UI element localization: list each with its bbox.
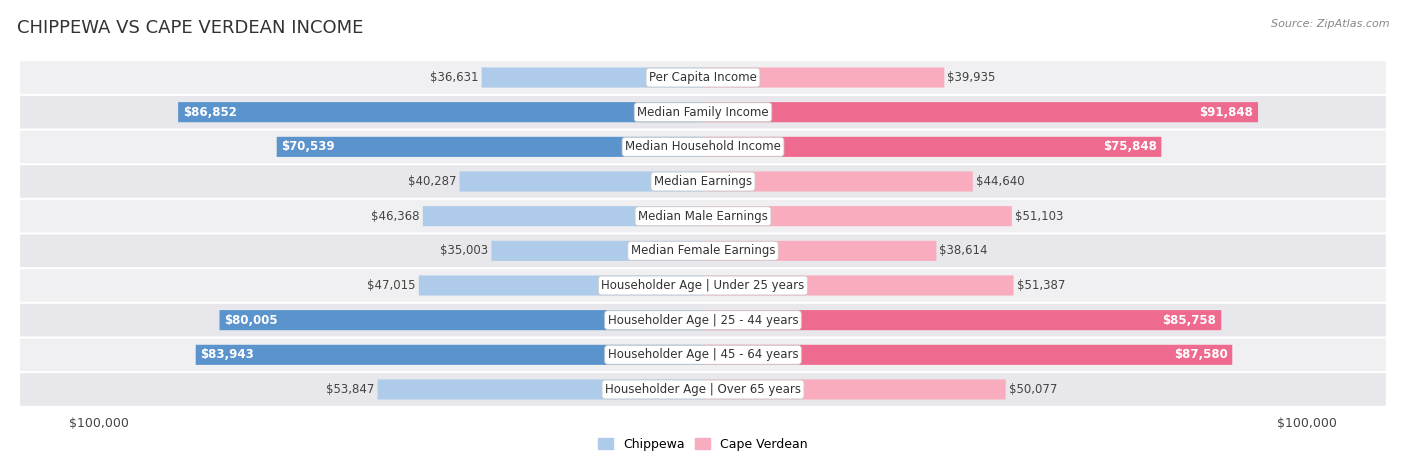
Text: Median Household Income: Median Household Income — [626, 141, 780, 153]
Text: $70,539: $70,539 — [281, 141, 335, 153]
FancyBboxPatch shape — [703, 379, 1005, 400]
Text: $85,758: $85,758 — [1163, 314, 1216, 326]
Text: $39,935: $39,935 — [948, 71, 995, 84]
FancyBboxPatch shape — [378, 379, 703, 400]
FancyBboxPatch shape — [703, 102, 1258, 122]
Text: Householder Age | 25 - 44 years: Householder Age | 25 - 44 years — [607, 314, 799, 326]
Text: $83,943: $83,943 — [201, 348, 254, 361]
FancyBboxPatch shape — [20, 234, 1386, 267]
Text: CHIPPEWA VS CAPE VERDEAN INCOME: CHIPPEWA VS CAPE VERDEAN INCOME — [17, 19, 363, 37]
FancyBboxPatch shape — [703, 310, 1222, 330]
Text: $44,640: $44,640 — [976, 175, 1025, 188]
FancyBboxPatch shape — [703, 206, 1012, 226]
Text: $87,580: $87,580 — [1174, 348, 1227, 361]
Text: Median Earnings: Median Earnings — [654, 175, 752, 188]
FancyBboxPatch shape — [703, 241, 936, 261]
Text: $35,003: $35,003 — [440, 244, 488, 257]
Text: $80,005: $80,005 — [225, 314, 278, 326]
FancyBboxPatch shape — [703, 276, 1014, 296]
Text: Median Female Earnings: Median Female Earnings — [631, 244, 775, 257]
Text: $47,015: $47,015 — [367, 279, 416, 292]
Text: $38,614: $38,614 — [939, 244, 988, 257]
FancyBboxPatch shape — [20, 200, 1386, 233]
FancyBboxPatch shape — [419, 276, 703, 296]
FancyBboxPatch shape — [20, 165, 1386, 198]
Text: $86,852: $86,852 — [183, 106, 236, 119]
FancyBboxPatch shape — [20, 269, 1386, 302]
FancyBboxPatch shape — [20, 373, 1386, 406]
FancyBboxPatch shape — [20, 304, 1386, 336]
FancyBboxPatch shape — [492, 241, 703, 261]
FancyBboxPatch shape — [460, 171, 703, 191]
FancyBboxPatch shape — [179, 102, 703, 122]
Text: $50,077: $50,077 — [1008, 383, 1057, 396]
Text: Householder Age | Under 25 years: Householder Age | Under 25 years — [602, 279, 804, 292]
FancyBboxPatch shape — [482, 67, 703, 88]
Legend: Chippewa, Cape Verdean: Chippewa, Cape Verdean — [599, 438, 807, 451]
Text: $40,287: $40,287 — [408, 175, 457, 188]
Text: $53,847: $53,847 — [326, 383, 374, 396]
Text: Householder Age | 45 - 64 years: Householder Age | 45 - 64 years — [607, 348, 799, 361]
Text: Householder Age | Over 65 years: Householder Age | Over 65 years — [605, 383, 801, 396]
FancyBboxPatch shape — [195, 345, 703, 365]
Text: $36,631: $36,631 — [430, 71, 478, 84]
Text: Median Family Income: Median Family Income — [637, 106, 769, 119]
FancyBboxPatch shape — [277, 137, 703, 157]
Text: $51,103: $51,103 — [1015, 210, 1063, 223]
FancyBboxPatch shape — [423, 206, 703, 226]
FancyBboxPatch shape — [219, 310, 703, 330]
FancyBboxPatch shape — [20, 131, 1386, 163]
Text: $75,848: $75,848 — [1102, 141, 1157, 153]
FancyBboxPatch shape — [703, 67, 945, 88]
FancyBboxPatch shape — [20, 339, 1386, 371]
Text: $91,848: $91,848 — [1199, 106, 1253, 119]
FancyBboxPatch shape — [703, 345, 1232, 365]
Text: $51,387: $51,387 — [1017, 279, 1064, 292]
FancyBboxPatch shape — [20, 96, 1386, 128]
FancyBboxPatch shape — [20, 61, 1386, 94]
Text: Source: ZipAtlas.com: Source: ZipAtlas.com — [1271, 19, 1389, 28]
FancyBboxPatch shape — [703, 137, 1161, 157]
Text: $46,368: $46,368 — [371, 210, 420, 223]
Text: Per Capita Income: Per Capita Income — [650, 71, 756, 84]
FancyBboxPatch shape — [703, 171, 973, 191]
Text: Median Male Earnings: Median Male Earnings — [638, 210, 768, 223]
